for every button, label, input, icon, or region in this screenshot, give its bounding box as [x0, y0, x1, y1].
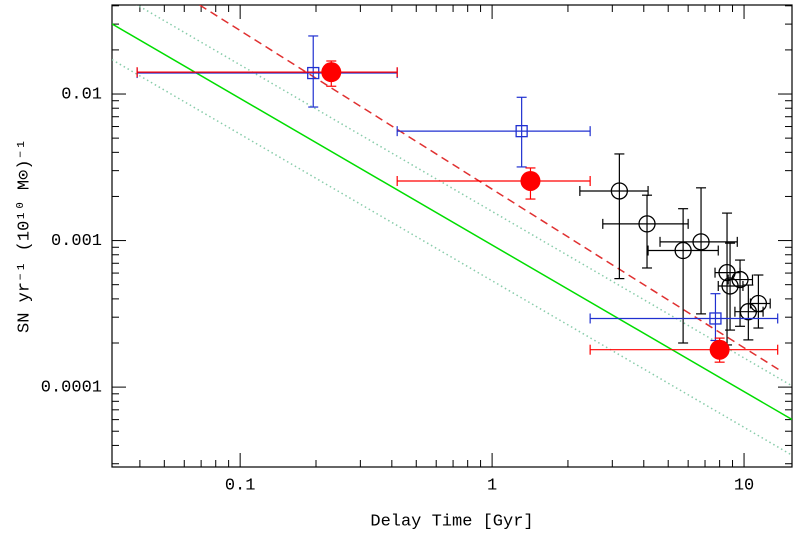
model-line — [199, 5, 781, 372]
point — [307, 66, 320, 80]
point — [749, 294, 768, 313]
y-tick-label: 0.001 — [51, 232, 102, 251]
x-tick-label: 0.1 — [225, 476, 256, 495]
x-tick-label: 10 — [734, 476, 754, 495]
point — [721, 277, 739, 295]
point — [709, 312, 722, 325]
point — [731, 270, 749, 289]
point — [520, 170, 541, 191]
model-line — [112, 23, 792, 421]
point — [321, 62, 342, 83]
point — [610, 182, 629, 200]
model-lines — [112, 5, 792, 456]
x-axis-label: Delay Time [Gyr] — [370, 512, 533, 531]
point — [674, 241, 692, 260]
model-line — [135, 5, 792, 387]
model-line — [112, 59, 792, 456]
point — [638, 215, 656, 233]
y-tick-label: 0.0001 — [41, 379, 102, 398]
plot-frame — [111, 4, 793, 468]
y-axis-label: SN yr⁻¹ (10¹⁰ M⊙)⁻¹ — [15, 139, 34, 333]
x-tick-label: 1 — [487, 476, 497, 495]
point — [709, 339, 730, 360]
point — [692, 233, 710, 251]
y-tick-label: 0.01 — [61, 86, 102, 105]
point — [515, 124, 528, 138]
